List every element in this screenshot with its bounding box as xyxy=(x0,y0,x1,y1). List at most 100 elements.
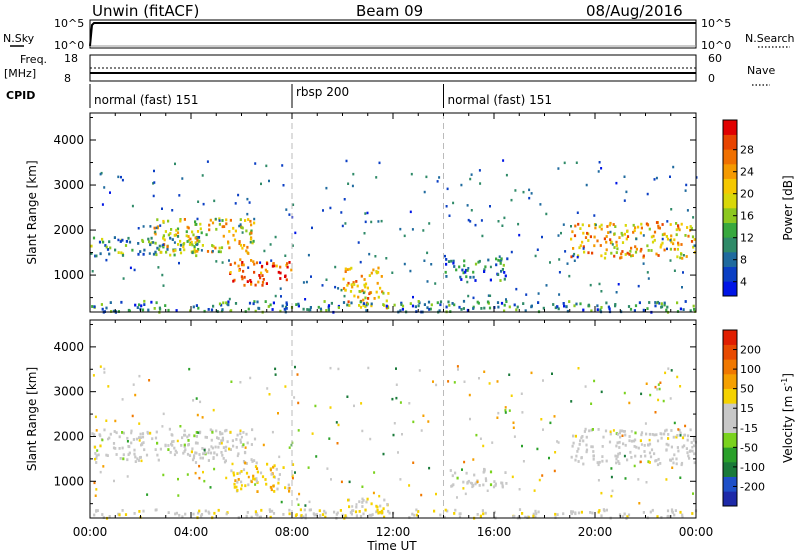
data-cell xyxy=(122,457,125,461)
data-cell xyxy=(271,264,274,268)
data-cell xyxy=(667,437,670,440)
data-cell xyxy=(444,270,447,274)
data-cell xyxy=(99,470,102,474)
data-cell xyxy=(295,303,298,306)
data-cell xyxy=(260,182,262,186)
data-cell xyxy=(556,513,559,516)
data-cell xyxy=(692,216,695,219)
data-cell xyxy=(243,283,246,287)
data-cell xyxy=(304,298,307,301)
data-cell xyxy=(265,282,268,285)
data-cell xyxy=(150,300,153,304)
data-cell xyxy=(497,305,500,309)
data-cell xyxy=(665,428,668,432)
data-cell xyxy=(422,414,425,417)
data-cell xyxy=(207,451,210,455)
data-cell xyxy=(487,300,490,304)
data-cell xyxy=(205,233,208,237)
data-cell xyxy=(579,227,582,230)
data-cell xyxy=(586,231,589,235)
data-cell xyxy=(663,248,666,252)
data-cell xyxy=(294,365,296,369)
data-cell xyxy=(162,243,165,246)
data-cell xyxy=(286,265,289,269)
data-cell xyxy=(564,250,567,253)
data-cell xyxy=(225,222,228,226)
data-cell xyxy=(215,453,219,457)
x-tick-label: 20:00 xyxy=(578,525,613,539)
data-cell xyxy=(187,443,190,447)
data-cell xyxy=(139,456,142,459)
data-cell xyxy=(191,251,194,254)
data-cell xyxy=(113,236,116,239)
data-cell xyxy=(238,224,241,228)
data-cell xyxy=(508,373,511,376)
data-cell xyxy=(252,474,255,478)
data-cell xyxy=(177,477,179,481)
data-cell xyxy=(462,480,465,484)
data-cell xyxy=(468,393,471,397)
colorbar-segment xyxy=(723,403,737,419)
data-cell xyxy=(278,455,281,459)
data-cell xyxy=(131,204,134,208)
data-cell xyxy=(304,504,307,507)
data-cell xyxy=(375,510,378,514)
data-cell xyxy=(269,468,272,472)
data-cell xyxy=(325,278,328,281)
data-cell xyxy=(256,470,259,474)
data-cell xyxy=(676,255,679,259)
data-cell xyxy=(221,453,224,457)
data-cell xyxy=(684,189,687,192)
data-cell xyxy=(101,203,104,206)
data-cell xyxy=(132,383,135,386)
data-cell xyxy=(626,230,629,233)
data-cell xyxy=(268,393,271,396)
data-cell xyxy=(271,430,274,434)
data-cell xyxy=(596,461,599,464)
data-cell xyxy=(479,437,482,440)
data-cell xyxy=(635,247,638,251)
data-cell xyxy=(166,245,169,249)
data-cell xyxy=(262,443,265,447)
data-cell xyxy=(242,468,246,472)
data-cell xyxy=(681,436,685,440)
data-cell xyxy=(391,397,394,401)
data-cell xyxy=(621,233,624,237)
data-cell xyxy=(626,251,629,255)
data-cell xyxy=(257,306,260,310)
data-cell xyxy=(265,164,268,168)
data-cell xyxy=(462,271,465,275)
data-cell xyxy=(192,456,195,460)
data-cell xyxy=(171,443,174,447)
data-cell xyxy=(466,481,469,485)
data-cell xyxy=(358,290,361,293)
colorbar-tick-label: -50 xyxy=(740,441,758,454)
data-cell xyxy=(245,462,248,465)
data-cell xyxy=(179,218,182,221)
data-cell xyxy=(183,218,186,221)
data-cell xyxy=(423,303,426,306)
data-cell xyxy=(609,430,612,433)
data-cell xyxy=(542,428,544,431)
data-cell xyxy=(646,223,650,227)
data-cell xyxy=(272,512,276,515)
data-cell xyxy=(458,512,461,516)
data-cell xyxy=(537,301,540,304)
data-cell xyxy=(348,267,351,271)
data-cell xyxy=(414,305,417,309)
data-cell xyxy=(224,459,227,463)
colorbar-label-text: Velocity [m s xyxy=(781,386,795,463)
data-cell xyxy=(469,177,472,181)
data-cell xyxy=(249,279,252,282)
data-cell xyxy=(307,308,310,312)
data-cell xyxy=(677,449,680,453)
data-cell xyxy=(493,510,496,514)
data-cell xyxy=(458,515,462,519)
data-cell xyxy=(382,303,385,306)
data-cell xyxy=(240,470,243,473)
data-cell xyxy=(687,454,690,458)
data-cell xyxy=(194,451,197,455)
data-cell xyxy=(380,219,383,223)
data-cell xyxy=(619,429,622,433)
